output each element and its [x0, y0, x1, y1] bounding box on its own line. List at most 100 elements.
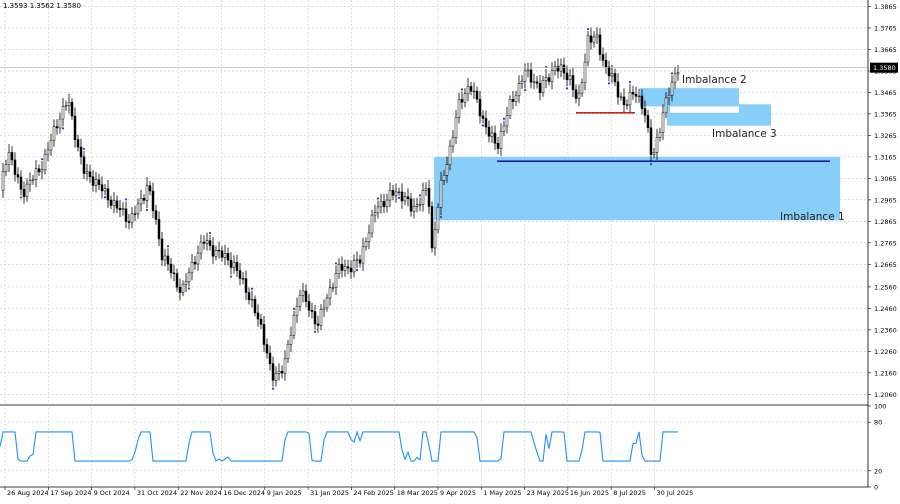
- time-tick-label: 22 Nov 2024: [180, 489, 222, 497]
- candle-body: [157, 219, 161, 240]
- candles: [1, 27, 680, 390]
- candle-body: [397, 191, 401, 194]
- candle-body: [259, 318, 263, 325]
- candle-body: [331, 287, 335, 289]
- candle-body: [451, 137, 455, 147]
- candle-body: [295, 305, 299, 316]
- fractal-marker: [418, 194, 422, 197]
- candle-body: [373, 212, 377, 216]
- fractal-marker: [229, 275, 233, 278]
- ohlc-label: 1.3593 1.3562 1.3580: [3, 2, 81, 10]
- candle-body: [214, 249, 218, 257]
- imbalance-zone: [640, 88, 739, 107]
- time-tick-label: 30 Jul 2025: [657, 489, 694, 497]
- candle-body: [106, 188, 110, 201]
- candle-body: [400, 191, 404, 202]
- candle-body: [568, 75, 572, 80]
- candle-body: [619, 96, 623, 98]
- candle-body: [115, 200, 119, 209]
- candle-body: [322, 307, 326, 310]
- candle-body: [466, 86, 470, 95]
- candle-body: [223, 253, 227, 258]
- candle-body: [607, 66, 611, 77]
- candle-body: [307, 301, 311, 311]
- candle-body: [655, 137, 659, 153]
- candle-body: [286, 344, 290, 360]
- price-tick-label: 1.2060: [874, 391, 897, 399]
- fractal-marker: [82, 147, 86, 150]
- candle-body: [163, 255, 167, 261]
- candle-body: [523, 70, 527, 82]
- candle-body: [28, 180, 32, 185]
- candle-body: [475, 90, 479, 100]
- panel-separator: [0, 404, 868, 406]
- candle-body: [514, 95, 518, 102]
- candle-body: [292, 314, 296, 336]
- price-tick-label: 1.2665: [874, 261, 897, 269]
- candle-body: [664, 97, 668, 114]
- candle-body: [436, 207, 440, 231]
- imbalance-zone: [434, 156, 840, 221]
- candle-body: [289, 334, 293, 345]
- fractal-marker: [565, 87, 569, 90]
- candle-body: [82, 156, 86, 174]
- candle-body: [529, 69, 533, 83]
- candle-body: [121, 208, 125, 211]
- candle-body: [112, 200, 116, 206]
- candle-body: [79, 146, 83, 158]
- candle-body: [187, 272, 191, 283]
- candle-body: [472, 90, 476, 93]
- candle-body: [355, 259, 359, 261]
- current-price-box: [870, 62, 898, 73]
- candle-body: [253, 299, 257, 314]
- candle-body: [124, 208, 128, 222]
- candle-body: [103, 188, 107, 192]
- osc-tick-label: 0: [874, 484, 878, 492]
- candle-body: [589, 35, 593, 43]
- candle-body: [16, 174, 20, 178]
- candle-body: [337, 263, 341, 274]
- price-tick-label: 1.2260: [874, 348, 897, 356]
- candle-body: [325, 297, 329, 309]
- candle-body: [604, 60, 608, 68]
- fractal-marker: [166, 245, 170, 248]
- candle-body: [583, 61, 587, 83]
- candle-body: [43, 153, 47, 170]
- candle-body: [232, 261, 236, 268]
- fractal-marker: [586, 27, 590, 31]
- candle-body: [442, 175, 446, 181]
- time-tick-label: 18 Mar 2025: [397, 489, 438, 497]
- imbalance-label: Imbalance 1: [780, 211, 845, 223]
- candle-body: [58, 118, 62, 129]
- candle-body: [430, 206, 434, 249]
- candle-body: [229, 259, 233, 268]
- candle-body: [313, 311, 317, 325]
- candle-body: [316, 323, 320, 326]
- candle-body: [151, 190, 155, 211]
- candle-body: [160, 238, 164, 261]
- candle-body: [577, 92, 581, 99]
- candle-body: [367, 232, 371, 242]
- time-tick-label: 8 Jul 2025: [613, 489, 646, 497]
- candle-body: [574, 89, 578, 99]
- candle-body: [532, 81, 536, 83]
- candle-body: [463, 93, 467, 103]
- candle-body: [379, 201, 383, 208]
- candle-body: [481, 115, 485, 119]
- candle-body: [265, 344, 269, 354]
- candle-body: [610, 73, 614, 77]
- candle-body: [190, 261, 194, 274]
- candle-body: [91, 176, 95, 186]
- candle-body: [448, 145, 452, 165]
- candle-body: [280, 370, 284, 374]
- time-tick-label: 23 May 2025: [527, 489, 569, 497]
- fractal-marker: [313, 330, 317, 333]
- price-tick-label: 1.3265: [874, 132, 897, 140]
- candle-body: [181, 284, 185, 293]
- candle-body: [616, 81, 620, 98]
- candle-body: [421, 190, 425, 205]
- candle-body: [634, 93, 638, 97]
- candle-body: [46, 149, 50, 155]
